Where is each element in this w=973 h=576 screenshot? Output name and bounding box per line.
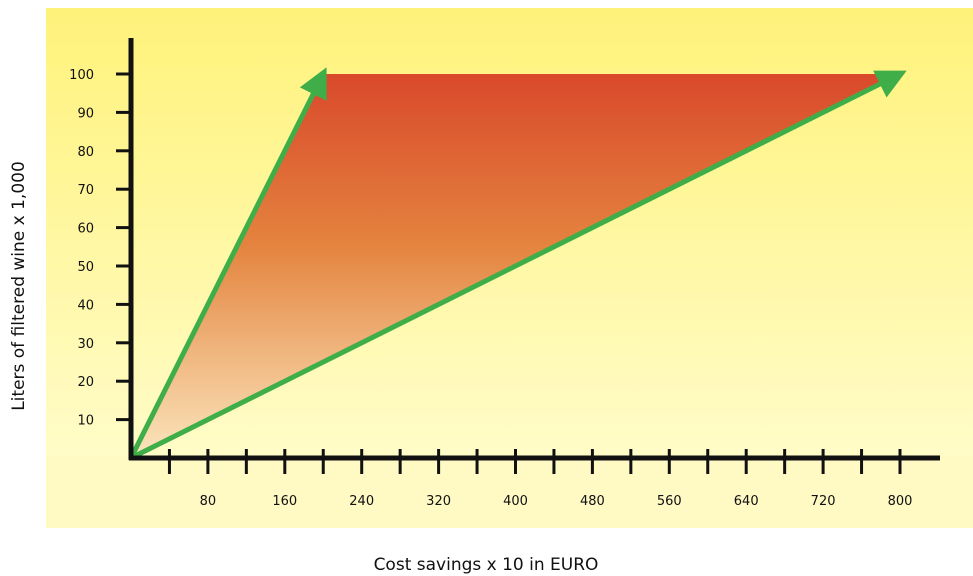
x-tick-label-80: 80 [200,494,217,509]
y-tick-label-60: 60 [77,222,94,237]
y-tick-label-20: 20 [77,375,94,390]
x-tick-label-160: 160 [272,494,297,509]
x-axis-title: Cost savings x 10 in EURO [374,555,599,575]
y-tick-label-30: 30 [77,337,94,352]
series-arrow-1 [128,67,327,461]
series-arrow-2 [128,70,907,461]
axis-band-background [46,456,973,528]
x-tick-label-320: 320 [426,494,451,509]
x-tick-label-720: 720 [811,494,836,509]
x-ticks: 80 160 240 320 400 480 560 640 720 800 [167,449,913,509]
y-tick-label-10: 10 [77,414,94,429]
x-tick-label-400: 400 [503,494,528,509]
series-layer [128,67,907,461]
y-tick-label-50: 50 [77,260,94,275]
x-tick-label-240: 240 [349,494,374,509]
y-tick-label-90: 90 [77,106,94,121]
x-tick-label-640: 640 [734,494,759,509]
y-tick-label-40: 40 [77,298,94,313]
x-tick-label-800: 800 [888,494,913,509]
x-tick-label-560: 560 [657,494,682,509]
y-tick-label-100: 100 [69,68,94,83]
y-ticks: 10 20 30 40 50 60 70 80 90 100 [69,68,131,429]
y-axis-title: Liters of filtered wine x 1,000 [9,161,29,411]
x-tick-label-480: 480 [580,494,605,509]
y-tick-label-80: 80 [77,145,94,160]
y-tick-label-70: 70 [77,183,94,198]
